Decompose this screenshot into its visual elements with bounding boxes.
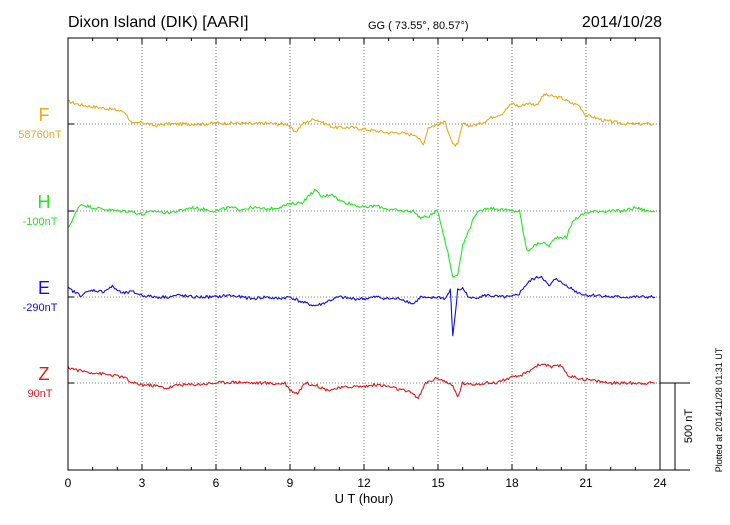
station-title: Dixon Island (DIK) [AARI] bbox=[68, 14, 249, 31]
series-f-baseline-label: 58760nT bbox=[18, 129, 62, 141]
series-e-baseline-label: -290nT bbox=[23, 302, 58, 314]
x-tick-label: 0 bbox=[65, 476, 72, 490]
x-tick-label: 18 bbox=[505, 476, 519, 490]
series-layer bbox=[67, 92, 656, 400]
series-h-baseline-label: -100nT bbox=[23, 216, 58, 228]
label-layer: F 58760nT H -100nT E -290nT Z 90nT bbox=[18, 105, 62, 400]
series-z-name: Z bbox=[39, 364, 50, 384]
scale-bar-label: 500 nT bbox=[683, 409, 695, 444]
series-e-name: E bbox=[38, 278, 50, 298]
series-e-line bbox=[67, 275, 656, 337]
x-tick-label: 9 bbox=[287, 476, 294, 490]
series-f-line bbox=[67, 92, 653, 147]
series-h-name: H bbox=[38, 192, 51, 212]
x-tick-label: 3 bbox=[139, 476, 146, 490]
grid-layer bbox=[68, 38, 660, 470]
series-z-baseline-label: 90nT bbox=[27, 388, 52, 400]
scale-bar: 500 nT bbox=[660, 382, 695, 471]
plotted-timestamp: Plotted at 2014/11/28 01:31 UT bbox=[714, 347, 724, 472]
series-z-line bbox=[67, 363, 656, 400]
x-tick-label: 12 bbox=[357, 476, 371, 490]
coordinates-label: GG ( 73.55°, 80.57°) bbox=[368, 20, 469, 32]
x-tick-label: 24 bbox=[653, 476, 667, 490]
x-tick-label: 21 bbox=[579, 476, 593, 490]
x-tick-label: 6 bbox=[213, 476, 220, 490]
series-h-line bbox=[67, 188, 656, 278]
x-axis-label: U T (hour) bbox=[335, 491, 394, 506]
x-tick-label: 15 bbox=[431, 476, 445, 490]
series-f-name: F bbox=[39, 105, 50, 125]
plot-frame bbox=[67, 37, 661, 471]
date-label: 2014/10/28 bbox=[582, 14, 662, 31]
